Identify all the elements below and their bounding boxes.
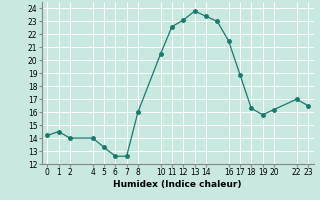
X-axis label: Humidex (Indice chaleur): Humidex (Indice chaleur) bbox=[113, 180, 242, 189]
